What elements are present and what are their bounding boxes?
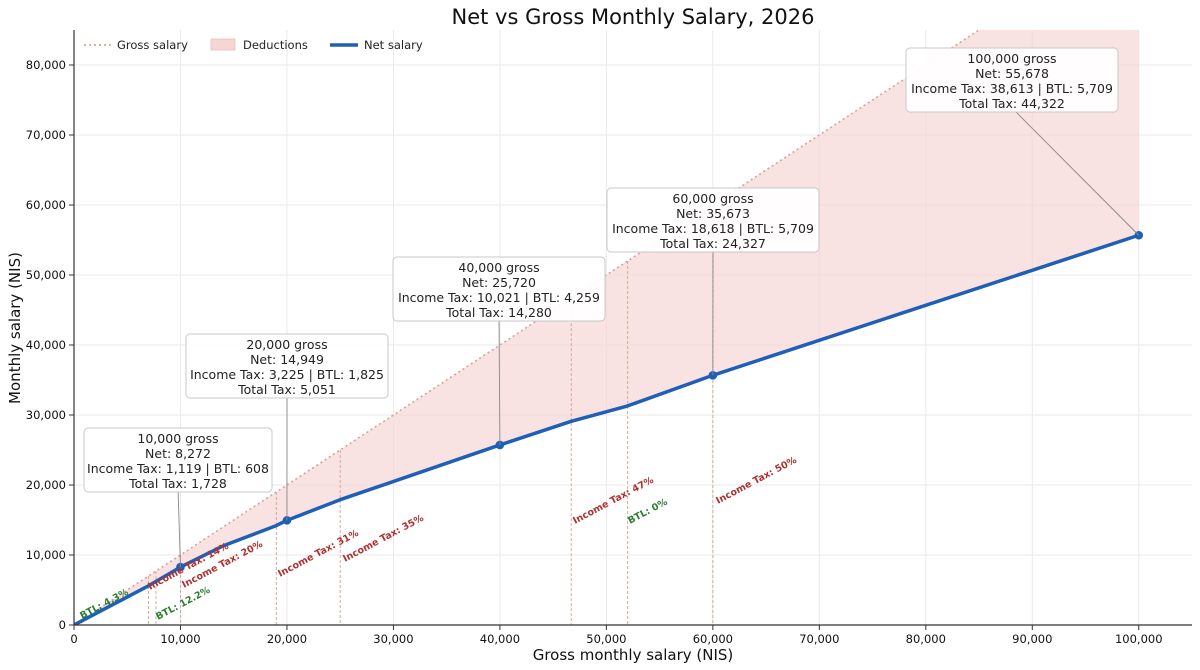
annotation-text: Total Tax: 14,280 [445,305,552,320]
bracket-label: BTL: 4.3% [78,587,131,622]
x-tick-label: 60,000 [693,632,733,646]
annotation-box [905,47,1119,113]
annotation-box [606,187,820,253]
x-tick-label: 50,000 [586,632,626,646]
annotation-leader-line [498,316,501,445]
annotation-text: Income Tax: 18,618 | BTL: 5,709 [612,221,814,236]
y-tick-label: 0 [59,618,66,632]
x-tick-label: 10,000 [160,632,200,646]
y-axis-label: Monthly salary (NIS) [6,252,24,404]
annotation-box [185,333,389,399]
annotation-text: Total Tax: 5,051 [237,382,336,397]
axes-layer: 0 10,000 20,000 30,000 40,000 50,000 60,000 70,… [26,30,1192,646]
x-tick-label: 40,000 [480,632,520,646]
legend: Gross salary Deductions Net salary [84,38,423,52]
bracket-label: Income Tax: 50% [714,455,799,507]
legend-deductions-swatch [210,38,236,51]
annotation-text: Income Tax: 1,119 | BTL: 608 [87,461,269,476]
legend-net-label: Net salary [364,38,423,52]
annotation-text: Income Tax: 10,021 | BTL: 4,259 [398,290,600,305]
x-tick-label: 90,000 [1012,632,1052,646]
x-tick-label: 20,000 [267,632,307,646]
y-tick-label: 80,000 [26,58,66,72]
y-tick-label: 40,000 [26,338,66,352]
bracket-label: BTL: 0% [626,497,670,527]
annotation-text: Total Tax: 44,322 [958,96,1065,111]
chart-title: Net vs Gross Monthly Salary, 2026 [452,5,815,29]
x-tick-label: 70,000 [799,632,839,646]
y-tick-label: 20,000 [26,478,66,492]
annotation-leader-line [177,487,181,568]
y-tick-label: 70,000 [26,128,66,142]
annotation-box [392,256,606,322]
net-salary-line [74,233,1140,625]
annotation-text: 20,000 gross [246,337,327,352]
annotation-text: Net: 55,678 [975,66,1049,81]
y-tick-label: 10,000 [26,548,66,562]
x-tick-label: 80,000 [906,632,946,646]
annotation-box [83,427,273,493]
series-layer [74,30,1144,625]
legend-deductions-label: Deductions [243,38,308,52]
annotation-text: Net: 14,949 [250,352,324,367]
annotation-leader-line [1011,107,1140,236]
annotation-text: Total Tax: 1,728 [128,476,227,491]
annotation-text: Net: 8,272 [145,446,211,461]
annotation-text: Income Tax: 38,613 | BTL: 5,709 [911,81,1113,96]
x-tick-label: 100,000 [1115,632,1163,646]
annotation-text: 100,000 gross [967,51,1056,66]
annotation-text: Net: 35,673 [676,206,750,221]
net-highlight-point [495,440,505,450]
annotation-text: 10,000 gross [137,431,218,446]
gross-salary-line [74,30,981,625]
bracket-label: BTL: 12.2% [154,585,212,623]
annotation-text: Income Tax: 3,225 | BTL: 1,825 [190,367,384,382]
y-tick-label: 30,000 [26,408,66,422]
x-tick-label: 30,000 [373,632,413,646]
bracket-guide-layer [81,205,714,625]
annotation-text: 60,000 gross [672,191,753,206]
annotation-text: Net: 25,720 [462,275,536,290]
y-tick-label: 60,000 [26,198,66,212]
x-tick-label: 0 [70,632,77,646]
y-tick-label: 50,000 [26,268,66,282]
legend-gross-label: Gross salary [117,38,188,52]
annotation-text: 40,000 gross [458,260,539,275]
annotation-text: Total Tax: 24,327 [659,236,766,251]
x-axis-label: Gross monthly salary (NIS) [533,646,734,664]
